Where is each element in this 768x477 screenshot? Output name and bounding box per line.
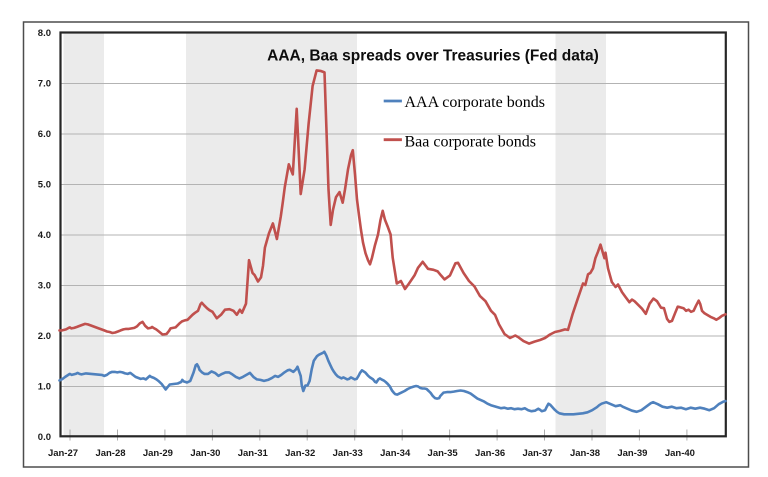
svg-text:Baa corporate bonds: Baa corporate bonds: [405, 134, 537, 151]
svg-text:AAA, Baa spreads over Treasuri: AAA, Baa spreads over Treasuries (Fed da…: [267, 48, 599, 65]
svg-text:Jan-33: Jan-33: [333, 448, 363, 459]
svg-text:Jan-35: Jan-35: [428, 448, 459, 459]
svg-text:Jan-30: Jan-30: [190, 448, 220, 459]
svg-text:Jan-29: Jan-29: [143, 448, 173, 459]
svg-text:Jan-36: Jan-36: [475, 448, 505, 459]
svg-text:Jan-37: Jan-37: [522, 448, 552, 459]
svg-text:7.0: 7.0: [38, 79, 51, 90]
svg-text:4.0: 4.0: [38, 230, 51, 241]
svg-text:1.0: 1.0: [38, 382, 51, 393]
svg-text:Jan-34: Jan-34: [380, 448, 411, 459]
svg-text:Jan-27: Jan-27: [48, 448, 78, 459]
svg-text:8.0: 8.0: [38, 28, 51, 39]
svg-text:Jan-38: Jan-38: [570, 448, 600, 459]
svg-text:AAA corporate bonds: AAA corporate bonds: [405, 94, 545, 111]
svg-text:Jan-39: Jan-39: [617, 448, 647, 459]
svg-text:Jan-40: Jan-40: [665, 448, 695, 459]
svg-text:Jan-31: Jan-31: [238, 448, 269, 459]
svg-text:5.0: 5.0: [38, 180, 51, 191]
svg-text:0.0: 0.0: [38, 432, 51, 443]
svg-text:6.0: 6.0: [38, 129, 51, 140]
svg-text:Jan-32: Jan-32: [285, 448, 315, 459]
svg-text:2.0: 2.0: [38, 331, 51, 342]
svg-text:3.0: 3.0: [38, 281, 51, 292]
svg-text:Jan-28: Jan-28: [95, 448, 125, 459]
